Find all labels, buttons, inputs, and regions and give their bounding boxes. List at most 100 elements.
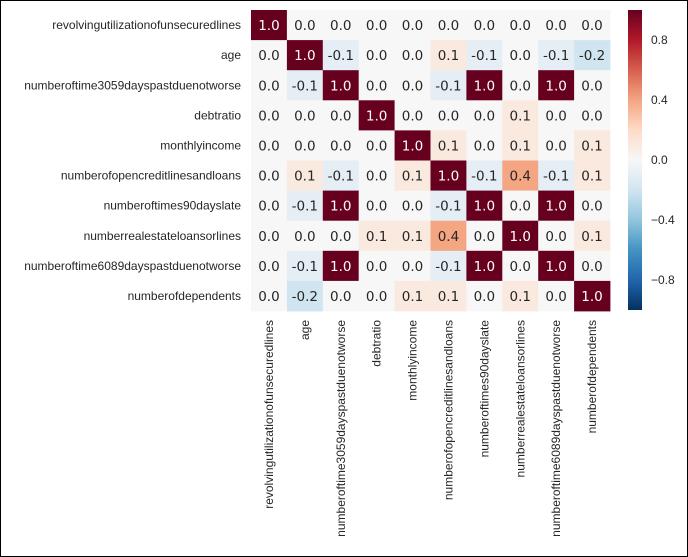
heatmap-cell [430,220,467,252]
heatmap-cell [502,70,539,101]
cell-value-label: 0.0 [474,229,495,245]
cell-value-label: 0.0 [258,78,279,94]
cell-value-label: 0.0 [545,289,566,305]
heatmap-cell [394,250,431,282]
row-label: debtratio [194,108,241,122]
cell-value-label: 0.0 [258,169,279,185]
row-label: numberoftimes90dayslate [104,199,242,213]
cell-value-label: -0.1 [435,78,461,94]
cell-value-label: 0.0 [366,199,387,215]
cell-value-label: -0.1 [328,48,354,64]
cell-value-label: 0.1 [581,138,602,154]
heatmap-cell [574,70,611,101]
row-label: numberoftime6089dayspastduenotworse [24,259,241,273]
cell-value-label: 0.0 [545,18,566,34]
heatmap-cell [251,130,288,161]
cell-value-label: 0.1 [402,169,423,185]
cell-value-label: 0.0 [366,18,387,34]
cell-value-label: 0.0 [258,108,279,124]
heatmap-cell [286,160,324,191]
cell-value-label: 0.0 [510,18,531,34]
cell-value-label: 0.0 [474,138,495,154]
cell-value-label: 0.0 [545,108,566,124]
heatmap-cell [502,40,539,71]
cell-value-label: 1.0 [545,78,566,94]
heatmap-cell [574,250,611,282]
cell-value-label: 1.0 [294,48,315,64]
heatmap-cell [394,100,431,131]
cell-value-label: -0.1 [543,48,569,64]
row-label: numberofopencreditlinesandloans [61,169,241,183]
cell-value-label: 0.0 [294,138,315,154]
cell-value-label: 0.0 [581,18,602,34]
cell-value-label: 0.0 [545,138,566,154]
row-label: numberoftime3059dayspastduenotworse [24,78,241,92]
cell-value-label: 1.0 [330,259,351,275]
cell-value-label: 1.0 [366,108,387,124]
heatmap-cell [502,100,539,131]
colorbar: 0.8 0.4 0.0 −0.4 −0.8 [628,10,675,310]
heatmap-cell [574,10,611,41]
cell-value-label: 1.0 [545,259,566,275]
cell-value-label: 0.0 [474,108,495,124]
column-label: revolvingutilizationofunsecuredlines [262,320,276,509]
cell-value-label: -0.1 [292,259,318,275]
heatmap-cell [394,160,431,191]
cell-value-label: 0.1 [581,229,602,245]
cell-value-label: 0.0 [510,259,531,275]
row-label: monthlyincome [160,138,241,152]
heatmap-cell [358,220,395,252]
cell-value-label: 1.0 [258,18,279,34]
heatmap-cell [286,220,324,252]
cell-value-label: 0.0 [366,48,387,64]
heatmap-cell [430,130,467,161]
row-label: age [221,48,241,62]
cell-value-label: 0.0 [510,48,531,64]
cell-value-label: 0.0 [402,78,423,94]
cell-value-label: 0.0 [258,289,279,305]
heatmap-cell [538,250,575,282]
heatmap-cell [466,160,503,191]
cell-value-label: 0.0 [258,48,279,64]
cell-value-label: -0.1 [292,199,318,215]
column-label: numberoftime6089dayspastduenotworse [549,320,563,537]
row-labels: revolvingutilizationofunsecuredlines age n… [24,18,241,303]
cell-value-label: 0.1 [402,289,423,305]
column-label: numberoftimes90dayslate [477,320,491,458]
heatmap-cell [358,130,395,161]
heatmap-cell [286,40,324,71]
cell-value-label: 0.0 [474,289,495,305]
heatmap-cell [466,250,503,282]
heatmap-cell [251,220,288,252]
cell-value-label: -0.1 [543,169,569,185]
cell-value-label: 0.1 [294,169,315,185]
cell-value-label: -0.1 [328,169,354,185]
cell-value-label: 0.0 [474,18,495,34]
colorbar-tick-label: 0.0 [651,153,668,167]
cell-value-label: 0.1 [510,108,531,124]
column-label: numberrealestateloansorlines [513,320,527,477]
cell-value-label: 1.0 [330,199,351,215]
heatmap-cell [358,10,395,41]
row-label: numberrealestateloansorlines [84,229,241,243]
cell-value-label: 0.1 [438,138,459,154]
heatmap-cell [430,250,467,282]
heatmap-cell [358,250,395,282]
heatmap-cell [322,40,360,71]
cell-value-label: 0.0 [330,229,351,245]
heatmap-cell [502,250,539,282]
cell-value-label: 0.1 [438,289,459,305]
heatmap-cell [394,40,431,71]
cell-value-label: 1.0 [438,169,459,185]
heatmap-cell [574,280,611,312]
heatmap-cell [251,100,288,131]
cell-value-label: 1.0 [474,78,495,94]
cell-value-label: -0.1 [435,259,461,275]
cell-value-label: 1.0 [474,199,495,215]
cell-value-label: 0.4 [438,229,459,245]
cell-value-label: 0.0 [366,259,387,275]
heatmap-cell [286,190,324,222]
cell-value-label: 0.0 [294,108,315,124]
cell-value-label: 0.1 [402,229,423,245]
cell-value-label: 0.0 [402,108,423,124]
